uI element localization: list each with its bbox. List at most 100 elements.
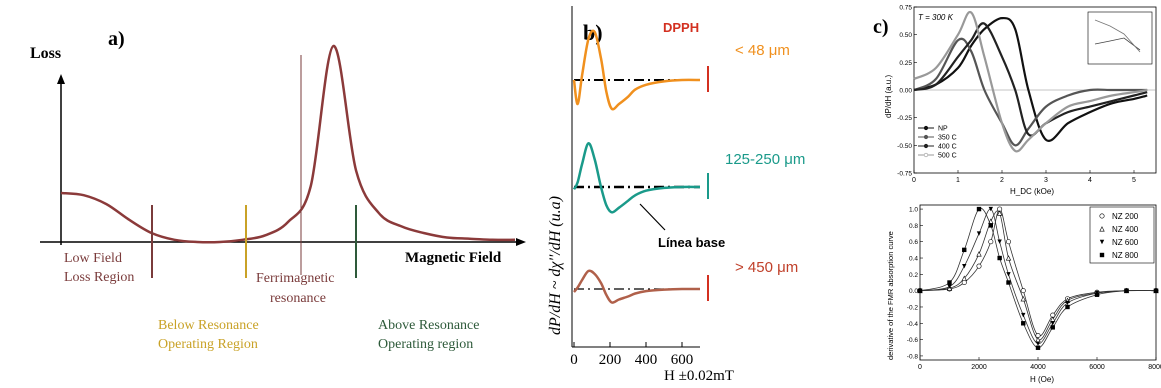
c2-y-tick-label: 0.2: [909, 272, 918, 279]
c2-legend: NZ 200 NZ 400 NZ 600 NZ 800: [1099, 212, 1139, 260]
panel-b-x-tick-label: 200: [599, 352, 622, 368]
c1-x-label: H_DC (kOe): [1010, 187, 1054, 196]
ferri-label-1: Ferrimagnetic: [256, 271, 335, 286]
c1-y-tick-label: 0.00: [899, 88, 912, 95]
c1-x-tick-label: 2: [1000, 177, 1004, 184]
series-label-s1: < 48 μm: [735, 42, 790, 59]
c2-point: [997, 255, 1002, 261]
c1-series: [913, 10, 1148, 153]
panel-b-series: [572, 29, 709, 304]
c2-y-tick-label: 0.6: [909, 239, 918, 246]
panel-a-label: a): [108, 28, 125, 50]
c1-inset: [1087, 11, 1153, 65]
c2-y-tick-label: -0.8: [907, 353, 919, 360]
c1-y-label: dP/dH (a.u.): [884, 75, 893, 118]
c2-y-tick-label: 0.0: [909, 288, 918, 295]
c2-x-tick-label: 8000: [1148, 364, 1161, 371]
c1-x-tick-label: 4: [1088, 177, 1092, 184]
series-line-2: [572, 142, 701, 214]
c2-point: [1021, 312, 1026, 318]
c1-x-tick-label: 1: [956, 177, 960, 184]
c2-x-label: H (Oe): [1030, 375, 1054, 384]
c1-y-tick-label: 0.25: [899, 60, 912, 67]
c1-x-tick-label: 0: [912, 177, 916, 184]
series-label-s2: 125-250 μm: [725, 151, 805, 168]
baseline-label: Línea base: [658, 235, 725, 250]
c1-legend: NP 350 C 400 C 500 C: [918, 126, 957, 160]
c1-y-tick-label: -0.25: [897, 115, 912, 122]
panel-c-label: c): [873, 16, 889, 38]
c2-point: [1005, 239, 1011, 245]
above-label-2: Operating region: [378, 337, 473, 352]
c2-point: [961, 275, 967, 281]
c2-point: [947, 284, 952, 289]
c1-legend-label: 400 C: [938, 144, 957, 151]
c2-point: [976, 206, 982, 212]
c2-point: [1020, 288, 1026, 294]
c1-series-line: [913, 22, 1148, 137]
panel-b-x-tick-label: 0: [570, 352, 578, 368]
panel-b-label: b): [583, 20, 603, 45]
c2-y-tick-label: -0.4: [907, 321, 919, 328]
c2-point: [1065, 304, 1070, 310]
c2-x-tick-label: 2000: [971, 364, 987, 371]
c2-point: [996, 210, 1003, 216]
panel-a-x-arrow: [516, 238, 526, 246]
c2-point: [976, 231, 982, 236]
series-line-3: [573, 269, 701, 304]
loss-curve: [60, 44, 516, 244]
c1-series-line: [913, 37, 1148, 147]
c2-point: [976, 263, 982, 269]
c1-ticks: 0 1 2 3 4 5 0.75 0.50 0.25 0.00 -0.25 -0.50 -0.75: [897, 5, 1136, 185]
c2-legend-label: NZ 800: [1112, 251, 1139, 260]
series-line-1: [572, 29, 701, 111]
above-label-1: Above Resonance: [378, 318, 479, 333]
c2-point: [1006, 280, 1011, 285]
c2-point: [1099, 239, 1105, 245]
c2-point: [1099, 226, 1105, 232]
c2-point: [1050, 321, 1055, 326]
low-field-label-1: Low Field: [64, 251, 122, 266]
c2-y-tick-label: -0.2: [907, 304, 919, 311]
c1-inset-line-b: [1094, 19, 1141, 53]
panel-c: c) 0 1 2 3 4 50.750.500.250.00-0.25-0.50-0.75…: [873, 5, 1161, 385]
c2-point: [962, 247, 967, 253]
c2-y-tick-label: 1.0: [909, 207, 918, 214]
c2-point: [1020, 295, 1026, 302]
c2-point: [1035, 345, 1041, 350]
c2-series: [917, 206, 1159, 350]
panel-b-x-ticks: 0 200 400 600: [570, 342, 693, 368]
c2-point: [1005, 255, 1012, 261]
c1-legend-marker: [923, 152, 929, 158]
c1-series-line: [913, 10, 1148, 153]
c2-point: [1153, 288, 1159, 293]
c2-x-tick-label: 0: [918, 364, 922, 371]
c2-point: [961, 279, 967, 285]
c2-point: [1099, 213, 1105, 219]
panel-b-x-tick-label: 600: [671, 352, 694, 368]
c1-legend-marker: [923, 125, 929, 131]
c1-y-tick-label: 0.50: [899, 32, 912, 39]
c1-series-line: [913, 16, 1148, 142]
c2-y-label: derivative of the FMR absorption curve: [886, 231, 895, 360]
c2-point: [988, 206, 993, 212]
c2-point: [947, 280, 952, 285]
c2-legend-label: NZ 200: [1112, 212, 1139, 221]
c2-series-line: [919, 208, 1157, 345]
c2-point: [917, 288, 923, 293]
panel-a-y-arrow: [57, 74, 65, 84]
panel-a: a) Loss Magnetic Field Low Field Loss Re…: [30, 28, 526, 352]
c1-x-tick-label: 5: [1132, 177, 1136, 184]
c2-y-tick-label: -0.6: [907, 337, 919, 344]
c2-point: [1035, 341, 1041, 346]
c2-y-tick-label: 0.4: [909, 256, 918, 263]
c1-inset-line-a: [1094, 37, 1141, 51]
c2-point: [988, 239, 994, 245]
c2-point: [988, 223, 993, 228]
c2-point: [1065, 300, 1070, 306]
c2-x-tick-label: 4000: [1030, 364, 1046, 371]
c1-x-tick-label: 3: [1044, 177, 1048, 184]
c2-point: [997, 239, 1002, 244]
c2-point: [976, 251, 982, 257]
c1-legend-label: NP: [938, 126, 948, 133]
